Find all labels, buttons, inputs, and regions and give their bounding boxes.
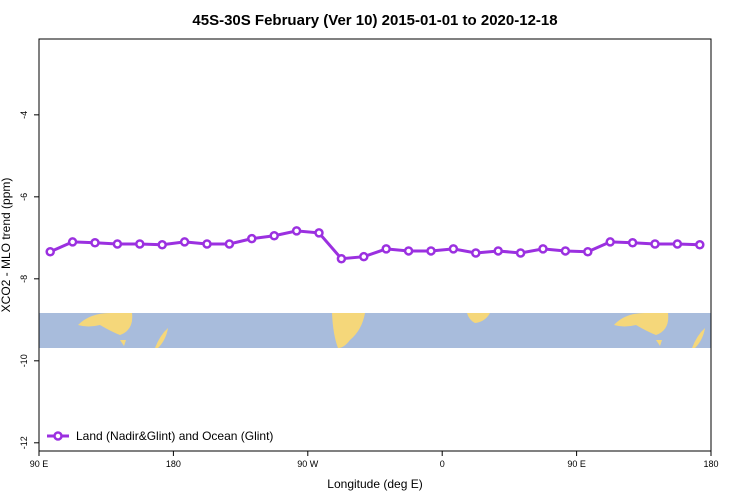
point [179,237,190,247]
point [493,246,503,256]
x-tick-label: 0 [440,459,445,469]
x-axis-label: Longitude (deg E) [327,477,422,491]
point [672,239,683,249]
y-tick-label: -4 [19,111,29,119]
legend-label: Land (Nadir&Glint) and Ocean (Glint) [76,429,273,443]
chart-title: 45S-30S February (Ver 10) 2015-01-01 to … [192,12,557,29]
x-tick-label: 90 E [30,459,49,469]
map-band [39,313,711,348]
point [381,244,391,254]
point [224,239,235,249]
y-tick-label: -12 [19,436,29,449]
y-tick-label: -10 [19,354,29,367]
point [403,246,414,256]
point [269,231,279,241]
point [157,240,167,250]
point [291,226,302,236]
y-tick-label: -6 [19,193,29,201]
x-tick-label: 180 [166,459,181,469]
point [560,246,571,256]
x-tick-label: 90 W [297,459,319,469]
point [359,251,369,262]
point [90,237,100,248]
point [67,237,78,247]
point [650,239,660,249]
point [538,244,548,254]
point [627,237,638,248]
point [247,233,257,244]
point [515,248,526,258]
legend-marker [53,431,63,441]
point [135,239,145,249]
point [471,248,481,258]
point [426,246,436,256]
point [202,239,212,249]
point [45,247,55,257]
point [583,247,593,257]
plot-frame [38,38,712,452]
x-tick-label: 180 [703,459,718,469]
x-tick-label: 90 E [567,459,586,469]
point [605,237,615,247]
y-axis-label: XCO2 - MLO trend (ppm) [0,178,13,313]
point [336,253,347,264]
series-line [49,229,700,261]
point [112,239,123,249]
y-tick-label: -8 [19,275,29,283]
point [314,228,324,238]
point [695,240,705,250]
point [448,244,459,254]
